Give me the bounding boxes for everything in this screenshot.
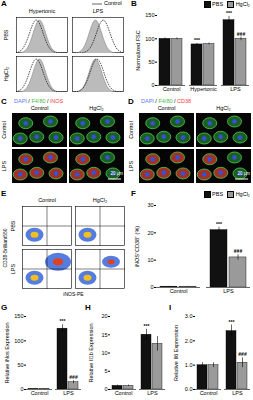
html-text:DAPI / F4/80 / iNOS: DAPI / F4/80 / iNOS: [14, 98, 64, 104]
svg-text:Control: Control: [200, 390, 218, 396]
svg-text:***: ***: [194, 37, 200, 43]
html-text:PBS: PBS: [212, 190, 224, 197]
html-text:LPS: LPS: [128, 160, 135, 172]
svg-text:Control: Control: [31, 390, 49, 396]
html-text:CD38-Brilliant550: CD38-Brilliant550: [1, 227, 8, 268]
svg-text:***: ***: [216, 221, 222, 227]
svg-text:###: ###: [238, 351, 247, 357]
svg-text:LPS: LPS: [230, 86, 241, 92]
svg-text:150: 150: [145, 12, 154, 18]
html-text:LPS: LPS: [92, 8, 104, 15]
svg-text:Control: Control: [115, 390, 133, 396]
svg-text:***: ***: [229, 319, 235, 325]
svg-text:Control: Control: [170, 288, 188, 294]
svg-text:1.0: 1.0: [185, 362, 193, 368]
svg-text:***: ***: [144, 323, 150, 329]
svg-text:iNOS⁺CD38⁺ (%): iNOS⁺CD38⁺ (%): [134, 226, 140, 267]
html-text:Control: Control: [157, 105, 176, 112]
html-text:Control: Control: [1, 121, 8, 139]
svg-text:Relative Il6 Expression: Relative Il6 Expression: [173, 325, 179, 381]
html-text:HgCl₂: HgCl₂: [235, 0, 250, 7]
html-text:HgCl₂: HgCl₂: [92, 197, 108, 204]
svg-text:0: 0: [150, 284, 153, 290]
html-text:A: A: [1, 0, 7, 8]
svg-text:20: 20: [101, 313, 107, 319]
html-text:E: E: [1, 189, 7, 198]
html-text:PBS: PBS: [10, 220, 17, 232]
svg-text:5: 5: [104, 368, 107, 374]
html-text:PBS: PBS: [3, 29, 10, 41]
svg-text:LPS: LPS: [63, 390, 74, 396]
html-text:DAPI / F4/80 / CD38: DAPI / F4/80 / CD38: [141, 98, 192, 104]
html-text:PBS: PBS: [212, 0, 224, 7]
html-text:20 μm: 20 μm: [110, 171, 123, 176]
html-text:D: D: [128, 97, 134, 106]
html-text:Control: Control: [30, 105, 49, 112]
html-text:F: F: [131, 189, 136, 198]
svg-text:15: 15: [101, 332, 107, 338]
svg-text:100: 100: [145, 36, 154, 42]
svg-text:Normalized FSC: Normalized FSC: [135, 30, 141, 70]
html-text:HgCl₂: HgCl₂: [216, 105, 231, 112]
html-text:iNOS-PE: iNOS-PE: [63, 290, 84, 297]
svg-text:10: 10: [101, 350, 107, 356]
svg-text:Hypertonic: Hypertonic: [190, 86, 217, 92]
svg-text:50: 50: [17, 362, 23, 368]
svg-text:100: 100: [14, 338, 23, 344]
svg-text:0: 0: [104, 386, 107, 392]
svg-text:3.0: 3.0: [185, 313, 193, 319]
svg-text:150: 150: [14, 313, 23, 319]
svg-text:0: 0: [20, 386, 23, 392]
svg-text:30: 30: [147, 202, 153, 208]
svg-text:LPS: LPS: [147, 390, 158, 396]
html-text:Hypertonic: Hypertonic: [28, 8, 56, 15]
svg-text:Control: Control: [163, 86, 181, 92]
svg-text:Relative iNos Expression: Relative iNos Expression: [4, 322, 10, 383]
html-text:HgCl₂: HgCl₂: [89, 105, 104, 112]
svg-text:2.0: 2.0: [185, 338, 193, 344]
html-text:LPS: LPS: [1, 160, 8, 172]
html-text:HgCl₂: HgCl₂: [3, 66, 10, 82]
svg-text:50: 50: [148, 59, 154, 65]
html-text:LPS: LPS: [10, 263, 17, 275]
html-text:C: C: [1, 97, 7, 106]
svg-text:###: ###: [234, 248, 243, 254]
html-text:20 μm: 20 μm: [237, 171, 250, 176]
svg-text:20: 20: [147, 230, 153, 236]
svg-text:0: 0: [151, 82, 154, 88]
svg-text:###: ###: [69, 374, 78, 380]
svg-text:***: ***: [60, 318, 66, 324]
svg-text:***: ***: [226, 10, 232, 16]
svg-text:LPS: LPS: [232, 390, 243, 396]
svg-text:0.0: 0.0: [185, 386, 193, 392]
html-text:G: G: [1, 303, 8, 312]
svg-text:LPS: LPS: [223, 288, 234, 294]
html-text:B: B: [131, 0, 137, 8]
html-text:I: I: [169, 303, 172, 312]
svg-text:10: 10: [147, 257, 153, 263]
svg-text:Relative Il1b Expression: Relative Il1b Expression: [88, 323, 94, 382]
html-text:Control: Control: [104, 0, 122, 6]
html-text:Control: Control: [38, 197, 56, 204]
html-text:H: H: [85, 303, 91, 312]
svg-text:###: ###: [237, 31, 246, 37]
html-text:Control: Control: [128, 121, 135, 139]
html-text:HgCl₂: HgCl₂: [235, 190, 250, 197]
